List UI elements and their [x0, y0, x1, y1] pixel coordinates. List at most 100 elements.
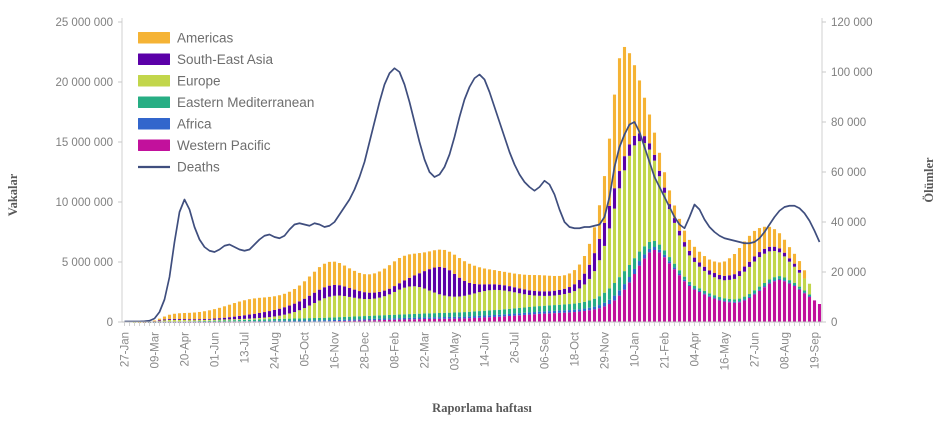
bar-segment: [567, 287, 572, 293]
bar-segment: [547, 275, 552, 292]
bar-segment: [527, 314, 532, 322]
bar-segment: [662, 172, 667, 188]
legend-item-label: Western Pacific: [177, 138, 271, 153]
bar-segment: [507, 308, 512, 314]
bar-segment: [777, 233, 782, 249]
bar-segment: [167, 319, 172, 322]
bar-segment: [272, 309, 277, 317]
bar-segment: [772, 229, 777, 247]
bar-segment: [422, 288, 427, 314]
bar-segment: [502, 271, 507, 286]
bar-segment: [647, 248, 652, 253]
bar-segment: [192, 319, 197, 321]
bar-segment: [432, 250, 437, 268]
bar-segment: [392, 314, 397, 319]
bar-segment: [567, 273, 572, 288]
legend-item[interactable]: Americas: [138, 31, 234, 46]
legend-item[interactable]: Deaths: [138, 160, 220, 175]
bar-segment: [352, 320, 357, 322]
bar-segment: [292, 312, 297, 319]
bar-segment: [632, 136, 637, 146]
bar-segment: [482, 291, 487, 311]
bar-segment: [537, 311, 542, 314]
bar-segment: [542, 295, 547, 306]
bar-segment: [627, 277, 632, 283]
bar-segment: [557, 275, 562, 290]
bar-segment: [292, 303, 297, 313]
bar-segment: [182, 319, 187, 321]
x-tick-label: 18-Oct: [570, 331, 582, 366]
bar-segment: [782, 277, 787, 281]
bar-segment: [422, 313, 427, 318]
bar-segment: [447, 318, 452, 322]
bar-segment: [527, 312, 532, 315]
y2-tick-label: 0: [831, 317, 837, 329]
y2-tick-label: 80 000: [831, 117, 866, 129]
bar-segment: [512, 287, 517, 293]
legend-item[interactable]: Africa: [138, 117, 212, 132]
bar-segment: [197, 319, 202, 322]
bar-segment: [377, 297, 382, 316]
bar-segment: [452, 273, 457, 297]
bar-segment: [257, 317, 262, 320]
x-tick-label: 28-Dec: [360, 332, 372, 369]
bar-segment: [552, 275, 557, 291]
bar-segment: [462, 318, 467, 322]
bar-segment: [532, 306, 537, 313]
bar-segment: [262, 312, 267, 318]
y2-tick-label: 20 000: [831, 267, 866, 279]
bar-segment: [817, 304, 822, 322]
bar-segment: [657, 170, 662, 177]
bar-segment: [267, 296, 272, 312]
bar-segment: [317, 267, 322, 290]
bar-segment: [617, 295, 622, 322]
legend-item[interactable]: Eastern Mediterranean: [138, 95, 314, 110]
bar-segment: [587, 264, 592, 279]
legend-item[interactable]: Western Pacific: [138, 138, 271, 153]
bar-segment: [562, 310, 567, 313]
bar-segment: [312, 271, 317, 293]
bar-segment: [327, 317, 332, 321]
bar-segment: [247, 318, 252, 320]
bar-segment: [592, 253, 597, 272]
bar-segment: [302, 320, 307, 322]
bar-segment: [627, 155, 632, 265]
bar-segment: [407, 254, 412, 278]
bar-segment: [412, 319, 417, 322]
bar-segment: [352, 297, 357, 317]
bar-segment: [572, 284, 577, 292]
legend-item[interactable]: South-East Asia: [138, 52, 274, 67]
bar-segment: [687, 286, 692, 322]
bar-segment: [737, 298, 742, 302]
bar-segment: [397, 258, 402, 284]
bar-segment: [642, 97, 647, 137]
bar-segment: [317, 300, 322, 318]
bar-segment: [307, 305, 312, 319]
legend-item[interactable]: Europe: [138, 74, 221, 89]
bar-segment: [217, 307, 222, 319]
bar-segment: [477, 317, 482, 322]
bar-segment: [387, 294, 392, 315]
bar-segment: [357, 272, 362, 292]
bar-segment: [302, 318, 307, 321]
bar-segment: [732, 278, 737, 300]
bar-segment: [627, 144, 632, 156]
bar-segment: [302, 281, 307, 299]
bar-segment: [292, 320, 297, 322]
bar-segment: [207, 319, 212, 321]
bar-segment: [797, 261, 802, 270]
bar-segment: [777, 280, 782, 322]
bar-segment: [587, 243, 592, 265]
bar-segment: [342, 316, 347, 320]
bar-segment: [577, 302, 582, 310]
bar-segment: [262, 320, 267, 322]
bar-segment: [807, 294, 812, 296]
bar-segment: [197, 311, 202, 320]
bar-segment: [347, 316, 352, 320]
bar-segment: [487, 284, 492, 291]
bar-segment: [592, 227, 597, 254]
bar-segment: [477, 311, 482, 316]
bar-segment: [377, 318, 382, 321]
bar-segment: [442, 267, 447, 296]
bar-segment: [277, 320, 282, 322]
